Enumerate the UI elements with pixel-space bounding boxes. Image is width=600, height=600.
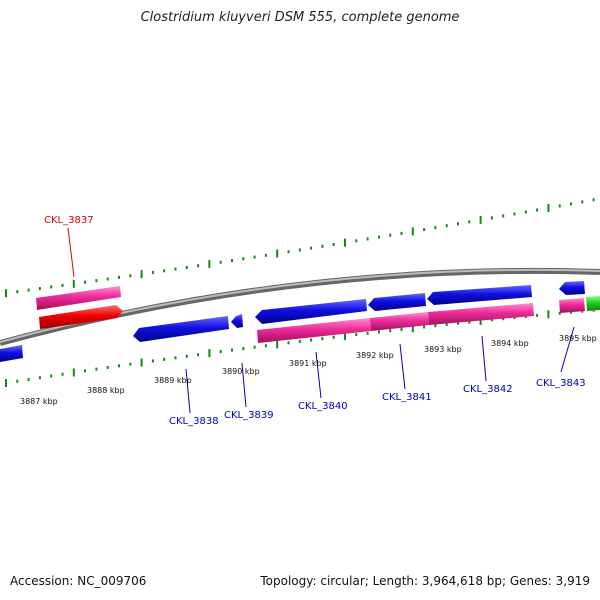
gene-ckl-3842-blue[interactable]	[427, 285, 532, 305]
gene-label-ckl-3839[interactable]: CKL_3839	[224, 410, 274, 421]
gene-ckl-3837-red[interactable]	[39, 305, 123, 329]
kbp-label: 3889 kbp	[154, 376, 192, 385]
gene-label-ckl-3837[interactable]: CKL_3837	[44, 215, 94, 226]
leader-ckl-3837	[67, 227, 75, 278]
leader-ckl-3843	[560, 326, 575, 373]
gene-ckl-3840-pink[interactable]	[257, 318, 371, 343]
gene-left-edge[interactable]	[0, 345, 23, 362]
leader-ckl-3839	[241, 362, 247, 408]
kbp-tick-labels: 3887 kbp 3888 kbp 3889 kbp 3890 kbp 3891…	[20, 334, 597, 406]
gene-ckl-3843-pink[interactable]	[559, 298, 585, 313]
kbp-label: 3895 kbp	[559, 334, 597, 343]
accession-text: Accession: NC_009706	[10, 574, 147, 588]
leader-ckl-3841	[399, 343, 406, 390]
gene-label-ckl-3840[interactable]: CKL_3840	[298, 401, 348, 412]
gene-labels: CKL_3837 CKL_3838 CKL_3839 CKL_3840 CKL_…	[44, 215, 586, 427]
outer-tick-row	[5, 198, 595, 298]
kbp-label: 3894 kbp	[491, 339, 529, 348]
gene-ckl-3842-pink[interactable]	[428, 303, 534, 325]
kbp-label: 3892 kbp	[356, 351, 394, 360]
gene-right-edge-green[interactable]	[586, 296, 600, 311]
gene-ckl-3839[interactable]	[231, 314, 243, 328]
gene-ckl-3841-pink[interactable]	[370, 312, 429, 331]
map-title: Clostridium kluyveri DSM 555, complete g…	[140, 10, 460, 25]
kbp-label: 3887 kbp	[20, 397, 58, 406]
kbp-label: 3891 kbp	[289, 359, 327, 368]
gene-ckl-3841-blue[interactable]	[368, 293, 426, 311]
gene-ckl-3838[interactable]	[133, 316, 229, 342]
gene-label-ckl-3841[interactable]: CKL_3841	[382, 392, 432, 403]
gene-ckl-3843-blue[interactable]	[559, 281, 585, 295]
gene-ckl-3837-pink[interactable]	[36, 286, 121, 310]
kbp-label: 3893 kbp	[424, 345, 462, 354]
gene-label-leaders	[67, 227, 575, 414]
gene-label-ckl-3842[interactable]: CKL_3842	[463, 384, 513, 395]
leader-ckl-3842	[481, 335, 487, 382]
gene-label-ckl-3843[interactable]: CKL_3843	[536, 378, 586, 389]
kbp-label: 3890 kbp	[222, 367, 260, 376]
leader-ckl-3840	[315, 351, 322, 399]
genome-summary-text: Topology: circular; Length: 3,964,618 bp…	[260, 574, 590, 588]
kbp-label: 3888 kbp	[87, 386, 125, 395]
leader-ckl-3838	[185, 368, 191, 414]
gene-label-ckl-3838[interactable]: CKL_3838	[169, 416, 219, 427]
gene-ckl-3840-blue[interactable]	[255, 299, 367, 324]
